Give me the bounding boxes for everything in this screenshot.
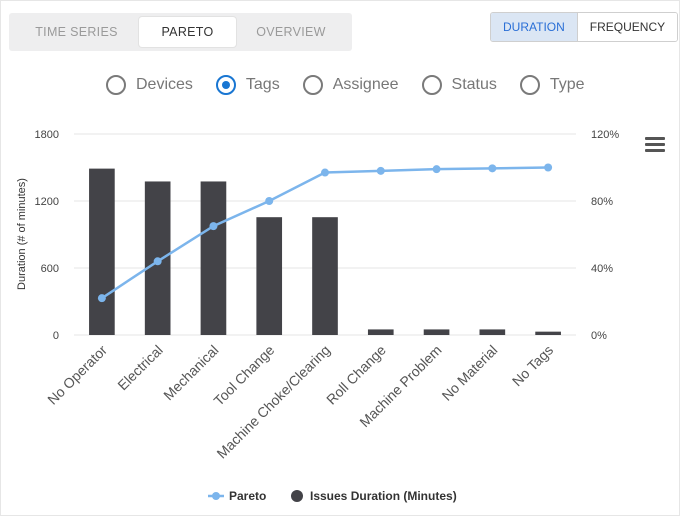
- radio-label: Assignee: [332, 76, 399, 93]
- radio-devices[interactable]: Devices: [106, 75, 193, 95]
- radio-label: Tags: [245, 76, 280, 93]
- radio-circle-icon: [421, 75, 442, 95]
- radio-label: Devices: [136, 76, 193, 93]
- tab-pareto[interactable]: PARETO: [139, 17, 236, 47]
- radio-status[interactable]: Status: [421, 75, 497, 95]
- frequency-button[interactable]: FREQUENCY: [577, 13, 678, 41]
- radio-tags[interactable]: Tags: [215, 75, 280, 95]
- group-by-radios: Devices Tags Assignee Status Type: [106, 72, 608, 98]
- radio-circle-icon: [106, 75, 126, 95]
- duration-button[interactable]: DURATION: [491, 13, 578, 41]
- view-tabs: TIME SERIES PARETO OVERVIEW: [9, 13, 352, 51]
- radio-label: Type: [549, 76, 585, 93]
- radio-circle-icon: [302, 75, 323, 95]
- radio-circle-icon: [519, 75, 540, 95]
- tab-time-series[interactable]: TIME SERIES: [35, 25, 118, 39]
- radio-checked-icon: [215, 75, 236, 95]
- radio-assignee[interactable]: Assignee: [302, 75, 399, 95]
- radio-label: Status: [451, 76, 497, 93]
- radio-type[interactable]: Type: [519, 75, 585, 95]
- hamburger-menu-icon[interactable]: [645, 137, 665, 153]
- metric-toggle: DURATION FREQUENCY: [490, 12, 679, 42]
- tab-overview[interactable]: OVERVIEW: [256, 25, 326, 39]
